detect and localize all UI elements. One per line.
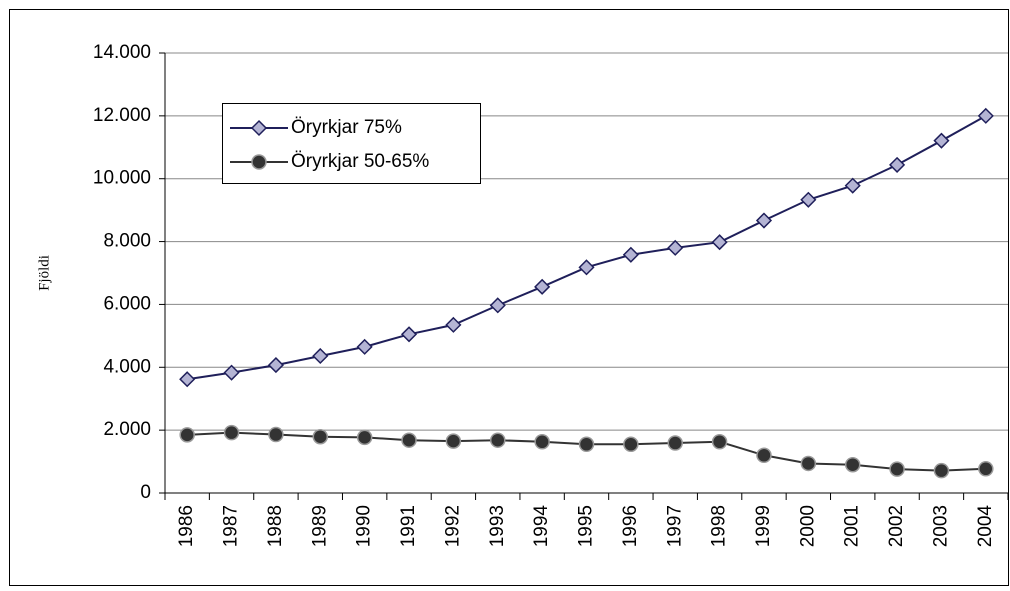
data-point xyxy=(400,326,418,343)
data-point xyxy=(489,297,506,314)
data-point xyxy=(889,461,905,477)
x-tick-label: 1998 xyxy=(709,505,730,547)
data-point xyxy=(578,436,595,453)
x-tick-label: 2002 xyxy=(886,505,907,547)
x-tick-label: 1997 xyxy=(664,505,685,547)
x-tick-label: 1989 xyxy=(309,505,330,547)
data-point xyxy=(800,455,817,472)
data-point xyxy=(844,456,861,473)
x-tick-label: 1994 xyxy=(531,505,552,548)
data-point xyxy=(889,156,906,173)
data-point xyxy=(268,426,284,443)
data-point xyxy=(711,234,728,251)
x-tick-label: 1996 xyxy=(620,505,641,547)
data-point xyxy=(756,447,772,464)
data-point xyxy=(445,433,462,449)
x-tick-label: 2003 xyxy=(930,505,951,547)
data-point xyxy=(223,364,240,381)
data-point xyxy=(534,434,550,450)
y-tick-label: 8.000 xyxy=(103,231,151,252)
y-tick-label: 0 xyxy=(140,482,151,503)
legend-label: Öryrkjar 75% xyxy=(291,117,402,138)
x-tick-label: 1995 xyxy=(576,505,597,547)
data-point xyxy=(356,338,373,355)
data-point xyxy=(800,191,817,208)
data-point xyxy=(711,434,728,450)
data-point xyxy=(445,316,462,333)
data-point xyxy=(933,462,950,479)
x-tick-label: 1986 xyxy=(176,505,197,547)
x-tick-label: 1993 xyxy=(487,505,508,547)
legend-label: Öryrkjar 50-65% xyxy=(291,151,429,172)
data-point xyxy=(622,246,639,263)
data-point xyxy=(179,427,195,443)
x-tick-label: 1991 xyxy=(398,505,419,547)
data-point xyxy=(667,435,683,451)
data-point xyxy=(978,461,994,477)
x-tick-label: 1988 xyxy=(265,505,286,547)
data-point xyxy=(401,432,417,448)
data-point xyxy=(578,259,595,276)
x-tick-label: 2004 xyxy=(975,505,996,548)
y-tick-label: 4.000 xyxy=(103,356,151,377)
data-point xyxy=(223,424,240,441)
data-point xyxy=(312,428,329,445)
legend-marker xyxy=(251,154,267,170)
data-point xyxy=(667,239,684,256)
data-point xyxy=(356,429,373,446)
data-point xyxy=(267,357,284,374)
data-point xyxy=(490,432,506,448)
x-tick-label: 1990 xyxy=(354,505,375,547)
data-point xyxy=(844,177,861,194)
legend-marker xyxy=(250,119,268,137)
x-tick-label: 2001 xyxy=(842,505,863,547)
data-point xyxy=(534,278,551,295)
legend-box xyxy=(222,103,481,184)
y-tick-label: 14.000 xyxy=(93,42,151,63)
data-point xyxy=(179,371,196,388)
data-point xyxy=(933,132,950,149)
data-point xyxy=(755,212,773,229)
y-tick-label: 2.000 xyxy=(103,419,151,440)
data-point xyxy=(623,436,639,453)
x-tick-label: 2000 xyxy=(797,505,818,547)
y-tick-label: 12.000 xyxy=(93,105,151,126)
y-tick-label: 6.000 xyxy=(103,293,151,314)
y-tick-label: 10.000 xyxy=(93,168,151,189)
data-point xyxy=(312,347,329,365)
x-tick-label: 1999 xyxy=(753,505,774,547)
chart-frame xyxy=(9,9,1009,586)
y-axis-label: Fjöldi xyxy=(36,255,52,291)
x-tick-label: 1992 xyxy=(442,505,463,547)
x-tick-label: 1987 xyxy=(221,505,242,547)
data-point xyxy=(977,107,994,124)
